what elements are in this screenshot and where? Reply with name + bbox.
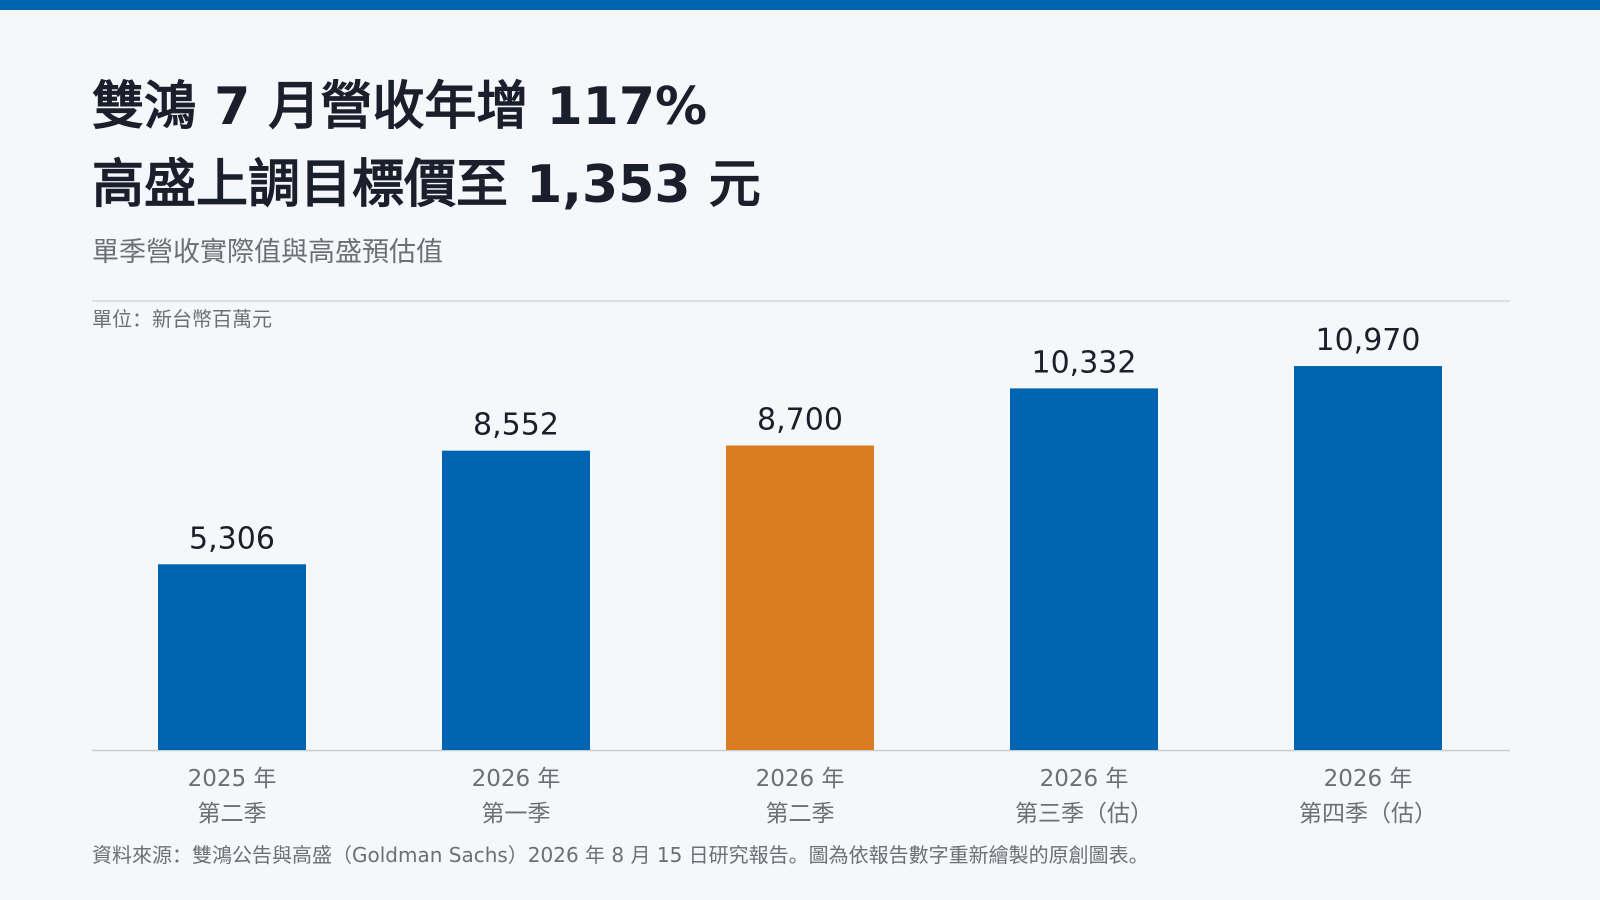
chart-title: 高盛上調目標價至 1,353 元 [92, 155, 761, 215]
bar [726, 445, 874, 750]
x-tick-label: 2025 年 [188, 766, 277, 792]
chart-subtitle: 單季營收實際值與高盛預估值 [92, 237, 443, 268]
unit-label: 單位：新台幣百萬元 [92, 307, 272, 331]
x-tick-label: 第四季（估） [1299, 801, 1437, 827]
value-label: 10,332 [1032, 345, 1137, 380]
bar [158, 564, 306, 750]
x-tick-label: 第三季（估） [1015, 801, 1153, 827]
value-label: 8,552 [473, 408, 559, 443]
x-tick-label: 2026 年 [756, 766, 845, 792]
top-bar [0, 0, 1600, 10]
value-label: 5,306 [189, 521, 275, 556]
bar [1010, 388, 1158, 750]
x-tick-label: 2026 年 [472, 766, 561, 792]
x-tick-label: 第一季 [482, 801, 551, 827]
value-label: 8,700 [757, 403, 843, 438]
value-label: 10,970 [1316, 323, 1421, 358]
x-tick-label: 2026 年 [1324, 766, 1413, 792]
bar [1294, 366, 1442, 750]
chart-title: 雙鴻 7 月營收年增 117% [92, 77, 707, 137]
bar [442, 450, 590, 750]
source-note: 資料來源：雙鴻公告與高盛（Goldman Sachs）2026 年 8 月 15… [92, 843, 1149, 867]
x-tick-label: 第二季 [198, 801, 267, 827]
x-tick-label: 2026 年 [1040, 766, 1129, 792]
x-tick-label: 第二季 [766, 801, 835, 827]
